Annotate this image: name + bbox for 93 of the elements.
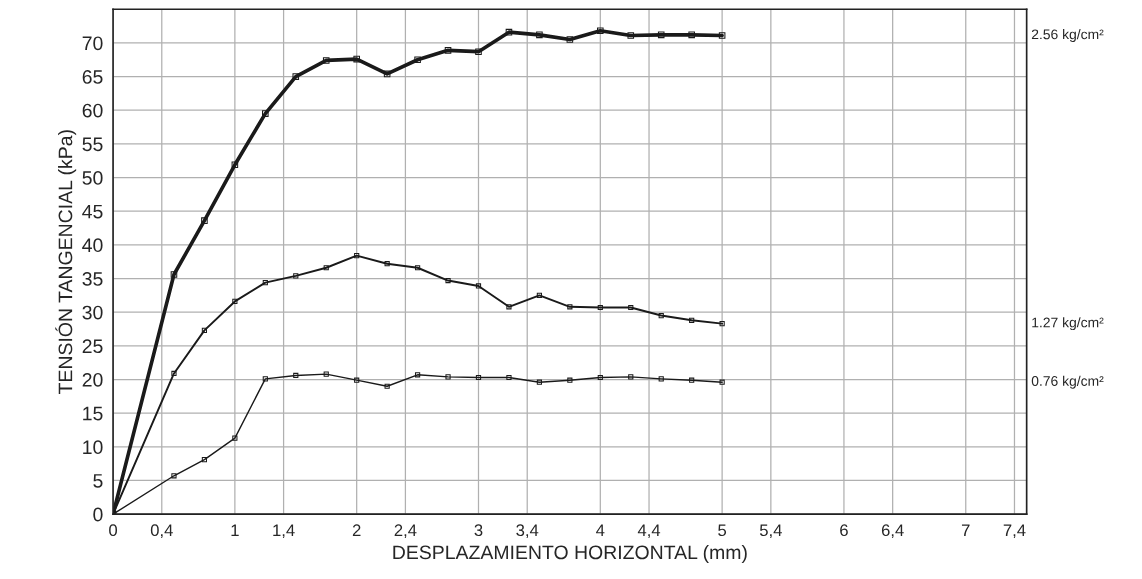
point [292, 73, 300, 80]
y-tick-label: 60 [82, 103, 103, 118]
point [475, 48, 482, 55]
point [718, 32, 726, 39]
x-tick-label: 1,4 [273, 524, 295, 539]
x-tick-label: 0,4 [150, 524, 173, 539]
point [262, 110, 269, 117]
point [506, 374, 512, 381]
point [597, 27, 604, 35]
point [689, 317, 695, 323]
point [232, 298, 238, 305]
point [567, 377, 573, 383]
point [445, 374, 451, 380]
point [536, 292, 543, 298]
x-tick-label: 7,4 [1003, 524, 1026, 539]
point [719, 379, 725, 385]
y-tick-label: 40 [82, 238, 103, 253]
point [414, 56, 421, 64]
point [384, 261, 390, 267]
x-axis-title: DESPLAZAMIENTO HORIZONTAL (mm) [393, 544, 747, 564]
point [170, 271, 178, 278]
x-tick-label: 5,4 [759, 524, 782, 539]
point [719, 321, 725, 327]
point [322, 57, 330, 64]
point [597, 304, 603, 311]
point [323, 371, 329, 377]
y-tick-label: 0 [93, 507, 103, 522]
x-tick-label: 4,4 [637, 524, 661, 539]
y-tick-label: 25 [82, 339, 103, 354]
x-tick-label: 3,4 [516, 524, 539, 539]
x-tick-label: 0 [109, 524, 118, 537]
point [658, 376, 664, 382]
point [566, 36, 574, 43]
point [657, 31, 665, 39]
point [445, 277, 451, 284]
y-tick-label: 30 [82, 305, 103, 320]
text: 0.76 kg/cm² [1031, 375, 1104, 389]
point [506, 304, 512, 310]
point [232, 435, 238, 441]
x-tick-label: 6,4 [881, 524, 904, 539]
y-tick-label: 20 [82, 372, 103, 387]
point [231, 161, 239, 169]
y-tick-label: 10 [83, 440, 103, 455]
point [201, 327, 208, 333]
y-tick-label: 45 [82, 204, 103, 219]
point [383, 70, 391, 78]
point [262, 376, 268, 382]
point [536, 31, 543, 39]
point [658, 312, 664, 319]
point [323, 265, 329, 271]
y-tick-label: 65 [82, 70, 103, 84]
x-tick-label: 2 [352, 524, 361, 536]
y-tick-label: 35 [82, 272, 103, 286]
point [384, 383, 390, 389]
point [688, 31, 695, 39]
point [475, 283, 482, 289]
y-tick-label: 5 [93, 474, 103, 488]
point [475, 374, 482, 381]
point [567, 304, 573, 310]
point [414, 265, 421, 271]
y-axis-title: TENSIÓN TANGENCIAL (kPa) [55, 130, 77, 394]
point [597, 374, 603, 381]
y-tick-label: 50 [82, 171, 103, 185]
point [628, 304, 634, 311]
point [201, 457, 208, 463]
point [689, 377, 695, 383]
x-tick-label: 7 [961, 524, 970, 536]
text: 1.27 kg/cm² [1032, 317, 1104, 331]
point [444, 47, 452, 54]
y-tick-label: 55 [82, 137, 103, 152]
point [354, 377, 360, 383]
x-tick-label: 3 [474, 524, 483, 537]
x-tick-label: 2,4 [394, 524, 417, 539]
point [536, 379, 543, 385]
point [201, 217, 208, 224]
point [354, 253, 360, 259]
text: 2.56 kg/cm² [1031, 29, 1104, 42]
point [171, 473, 177, 479]
x-tick-label: 1 [231, 524, 239, 536]
point [293, 273, 299, 279]
point [293, 372, 299, 379]
point [262, 279, 268, 286]
point [353, 55, 360, 63]
x-tick-label: 5 [718, 524, 727, 537]
point [505, 28, 513, 36]
point [628, 374, 634, 380]
point [414, 372, 421, 378]
point [171, 370, 177, 377]
y-tick-label: 70 [82, 36, 103, 51]
y-tick-label: 15 [83, 406, 103, 421]
x-tick-label: 4 [596, 524, 605, 536]
point [627, 32, 635, 39]
x-tick-label: 6 [840, 524, 848, 537]
